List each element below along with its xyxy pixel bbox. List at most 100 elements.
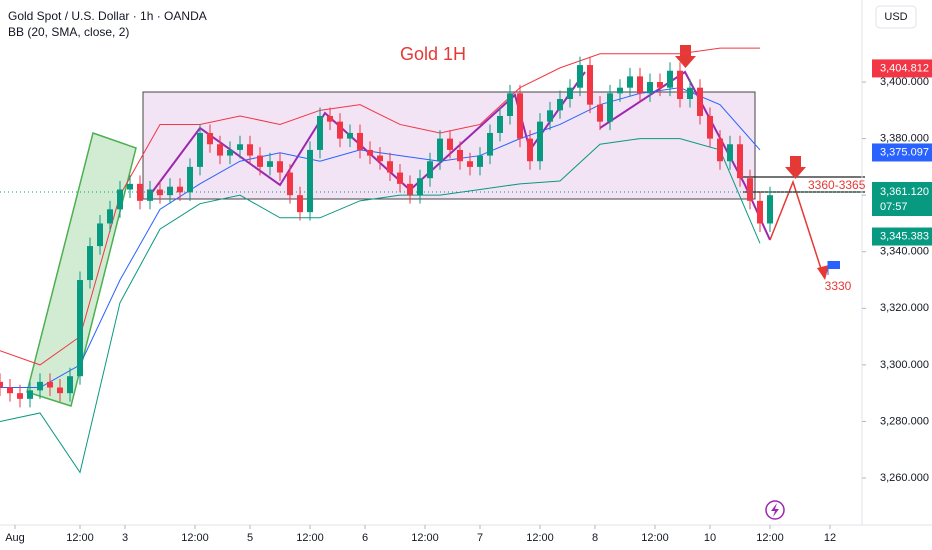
y-tick-label: 3,400.000: [880, 76, 929, 88]
x-tick-label: 12:00: [411, 532, 439, 544]
y-tick-label: 3,300.000: [880, 359, 929, 371]
candle-body: [477, 155, 483, 167]
candle-body: [727, 144, 733, 162]
candle-body: [27, 390, 33, 399]
candle-body: [547, 110, 553, 122]
candle-body: [307, 149, 313, 213]
candle-body: [127, 183, 133, 190]
candle-body: [757, 200, 763, 224]
x-tick-label: 12:00: [66, 532, 94, 544]
y-tick-label: 3,340.000: [880, 246, 929, 258]
x-tick-label: 12:00: [756, 532, 784, 544]
candle-body: [347, 132, 353, 139]
annotation: Gold 1H: [400, 44, 466, 64]
x-tick-label: 3: [122, 532, 128, 544]
candle-body: [47, 381, 53, 388]
x-tick-label: 12:00: [526, 532, 554, 544]
candle-body: [327, 115, 333, 122]
candle-body: [147, 189, 153, 201]
candle-body: [407, 183, 413, 196]
candle-body: [237, 144, 243, 150]
event-bolt: [771, 503, 779, 517]
projection: [769, 179, 824, 276]
x-tick-label: Aug: [5, 532, 25, 544]
x-tick-label: 10: [704, 532, 716, 544]
candle-body: [487, 132, 493, 156]
currency[interactable]: USD: [884, 11, 907, 23]
drawings: [26, 45, 865, 520]
candle-body: [677, 70, 683, 100]
countdown: 07:57: [880, 201, 908, 213]
candle-body: [297, 195, 303, 213]
candle-body: [557, 99, 563, 111]
candle-body: [167, 186, 173, 196]
x-tick-label: 12:00: [181, 532, 209, 544]
candle-body: [367, 149, 373, 156]
candle-body: [687, 87, 693, 100]
candle-body: [417, 178, 423, 196]
bollinger-line: [0, 47, 760, 366]
candle-body: [497, 115, 503, 133]
price-label-box: [872, 59, 932, 78]
price-label-box: [872, 182, 932, 217]
candle-body: [0, 381, 3, 388]
candle-body: [337, 121, 343, 139]
x-tick-label: 12:00: [296, 532, 324, 544]
down-arrow: [785, 156, 806, 179]
price-label: 3,404.812: [880, 62, 929, 74]
down-arrow: [675, 45, 696, 68]
price-label-box: [872, 143, 932, 162]
candle-body: [117, 189, 123, 210]
arrow-head: [817, 265, 829, 280]
y-tick-label: 3,260.000: [880, 472, 929, 484]
candle-body: [647, 82, 653, 94]
candle-body: [17, 393, 23, 399]
candle-body: [517, 93, 523, 139]
candle-body: [227, 149, 233, 156]
candle-body: [457, 149, 463, 162]
candle-body: [7, 387, 13, 394]
candle-body: [767, 195, 773, 224]
candle-body: [437, 138, 443, 162]
currency-box[interactable]: [875, 5, 917, 29]
candle-body: [247, 144, 253, 156]
candle-body: [567, 87, 573, 100]
candle-body: [77, 280, 83, 377]
candle-body: [747, 178, 753, 201]
price-label: 3,345.383: [880, 230, 929, 242]
price-label: 3,375.097: [880, 146, 929, 158]
candle-body: [397, 172, 403, 184]
channel: [26, 132, 137, 407]
candle-body: [57, 387, 63, 394]
candle-body: [737, 144, 743, 179]
chart-title: Gold Spot / U.S. Dollar · 1h · OANDA: [8, 9, 207, 23]
candle-body: [537, 121, 543, 162]
indicator-label: BB (20, SMA, close, 2): [8, 25, 129, 39]
candle-body: [717, 138, 723, 162]
candle-body: [607, 93, 613, 122]
candle-body: [67, 376, 73, 394]
candle-body: [107, 209, 113, 224]
candle-body: [667, 70, 673, 88]
candle-body: [387, 161, 393, 173]
candle-body: [277, 161, 283, 173]
candle-body: [357, 132, 363, 150]
flag: [828, 261, 840, 269]
candle-body: [587, 65, 593, 105]
candle-body: [287, 172, 293, 196]
candle-body: [207, 132, 213, 145]
candle-body: [507, 93, 513, 116]
x-tick-label: 7: [477, 532, 483, 544]
x-tick-label: 5: [247, 532, 253, 544]
y-tick-label: 3,320.000: [880, 302, 929, 314]
x-tick-label: 6: [362, 532, 368, 544]
price-label-box: [872, 227, 932, 246]
candle-body: [467, 161, 473, 167]
candle-body: [697, 87, 703, 116]
candle-body: [527, 138, 533, 162]
x-tick-label: 12: [824, 532, 836, 544]
annotation: 3360-3365: [808, 178, 866, 192]
candle-body: [617, 87, 623, 94]
annotation: 3330: [825, 279, 852, 293]
candle-body: [707, 115, 713, 139]
